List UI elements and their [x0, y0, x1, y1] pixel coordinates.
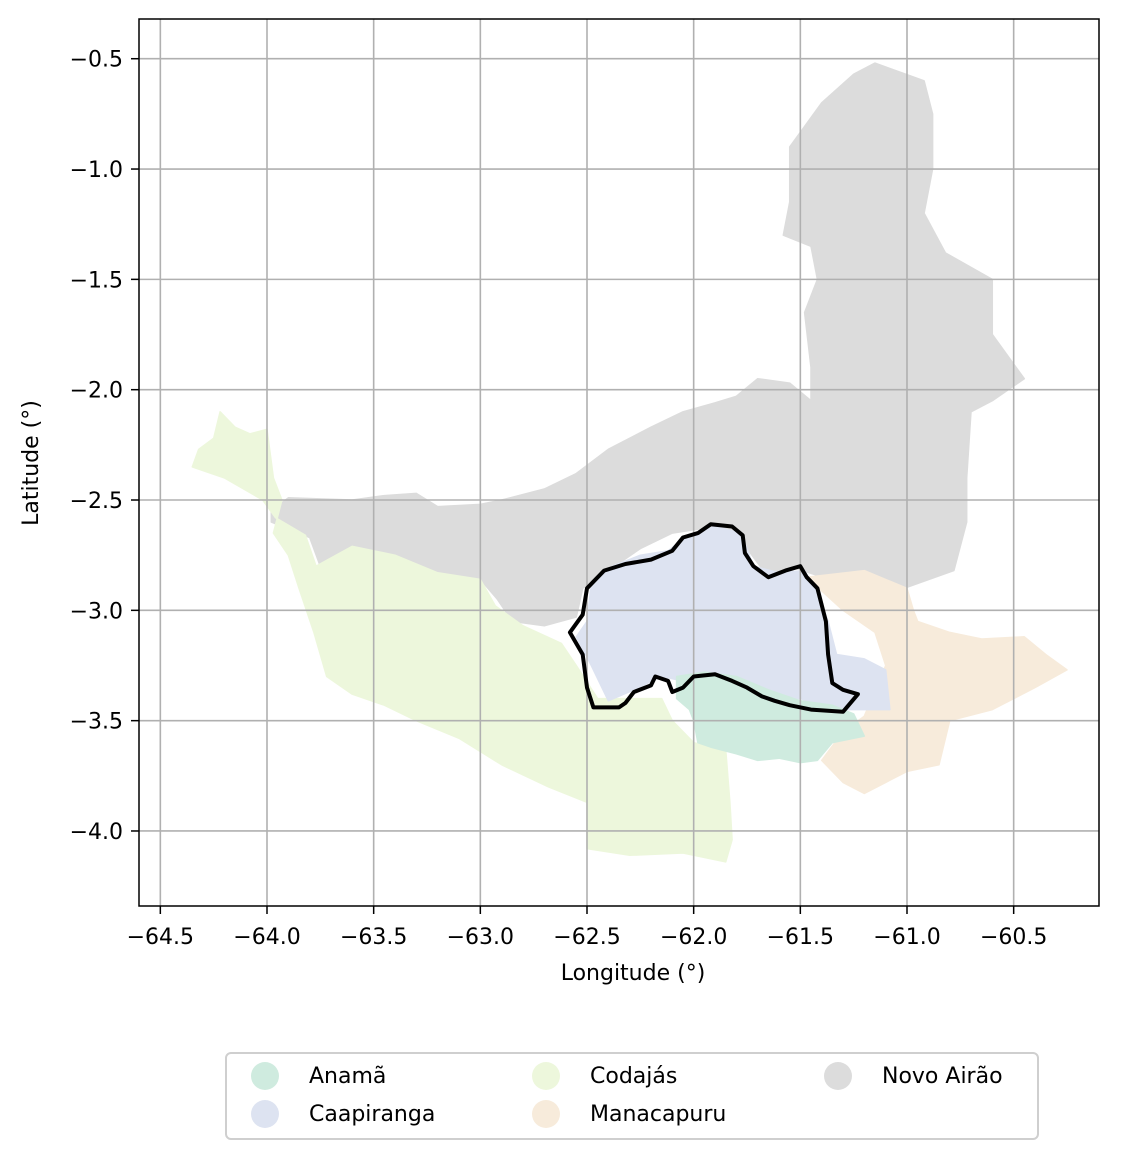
legend-marker: [824, 1062, 852, 1090]
x-tick-label: −63.0: [447, 925, 514, 950]
y-axis-ticks: −0.5 −1.0 −1.5 −2.0 −2.5 −3.0 −3.5 −4.0: [70, 48, 139, 845]
legend-label: Codajás: [590, 1063, 678, 1089]
x-axis-title: Longitude (°): [561, 961, 706, 986]
x-tick-label: −62.0: [660, 925, 727, 950]
legend-item-caapiranga: Caapiranga: [251, 1100, 435, 1128]
legend-marker: [251, 1100, 279, 1128]
y-tick-label: −2.0: [70, 379, 123, 404]
legend-item-novo-airao: Novo Airão: [824, 1062, 1003, 1090]
region-codajas: [191, 411, 733, 863]
y-tick-label: −3.5: [70, 710, 123, 735]
legend-marker: [532, 1062, 560, 1090]
highlight-outline-layer: [567, 522, 860, 714]
legend-label: Manacapuru: [590, 1101, 727, 1127]
legend-label: Anamã: [309, 1063, 387, 1089]
x-tick-label: −62.5: [553, 925, 620, 950]
x-tick-label: −64.5: [127, 925, 194, 950]
y-tick-label: −2.5: [70, 489, 123, 514]
plot-frame: [138, 18, 1100, 907]
legend-label: Novo Airão: [882, 1063, 1003, 1089]
legend: Anamã Caapiranga Codajás Manacapuru Novo…: [225, 1052, 1039, 1140]
x-tick-label: −61.5: [767, 925, 834, 950]
x-axis-ticks: −64.5 −64.0 −63.5 −63.0 −62.5 −62.0 −61.5 −61.0…: [127, 906, 1047, 950]
y-tick-label: −1.5: [70, 268, 123, 293]
region-novo-airao: [270, 62, 1026, 627]
map-figure: −64.5 −64.0 −63.5 −63.0 −62.5 −62.0 −61.5 −61.0…: [19, 18, 1100, 986]
x-tick-label: −63.5: [340, 925, 407, 950]
x-tick-label: −60.5: [980, 925, 1047, 950]
grid-lines: [139, 19, 1099, 906]
legend-item-codajas: Codajás: [532, 1062, 677, 1090]
region-polygons: [191, 62, 1068, 863]
y-tick-label: −4.0: [70, 820, 123, 845]
x-tick-label: −61.0: [873, 925, 940, 950]
legend-item-manacapuru: Manacapuru: [532, 1100, 726, 1128]
highlight-outline-caapiranga: [567, 522, 860, 714]
y-tick-label: −0.5: [70, 48, 123, 73]
x-tick-label: −64.0: [233, 925, 300, 950]
legend-label: Caapiranga: [309, 1101, 436, 1127]
legend-marker: [532, 1100, 560, 1128]
legend-marker: [251, 1062, 279, 1090]
y-tick-label: −3.0: [70, 599, 123, 624]
y-tick-label: −1.0: [70, 158, 123, 183]
y-axis-title: Latitude (°): [19, 400, 44, 526]
legend-item-anama: Anamã: [251, 1062, 386, 1090]
